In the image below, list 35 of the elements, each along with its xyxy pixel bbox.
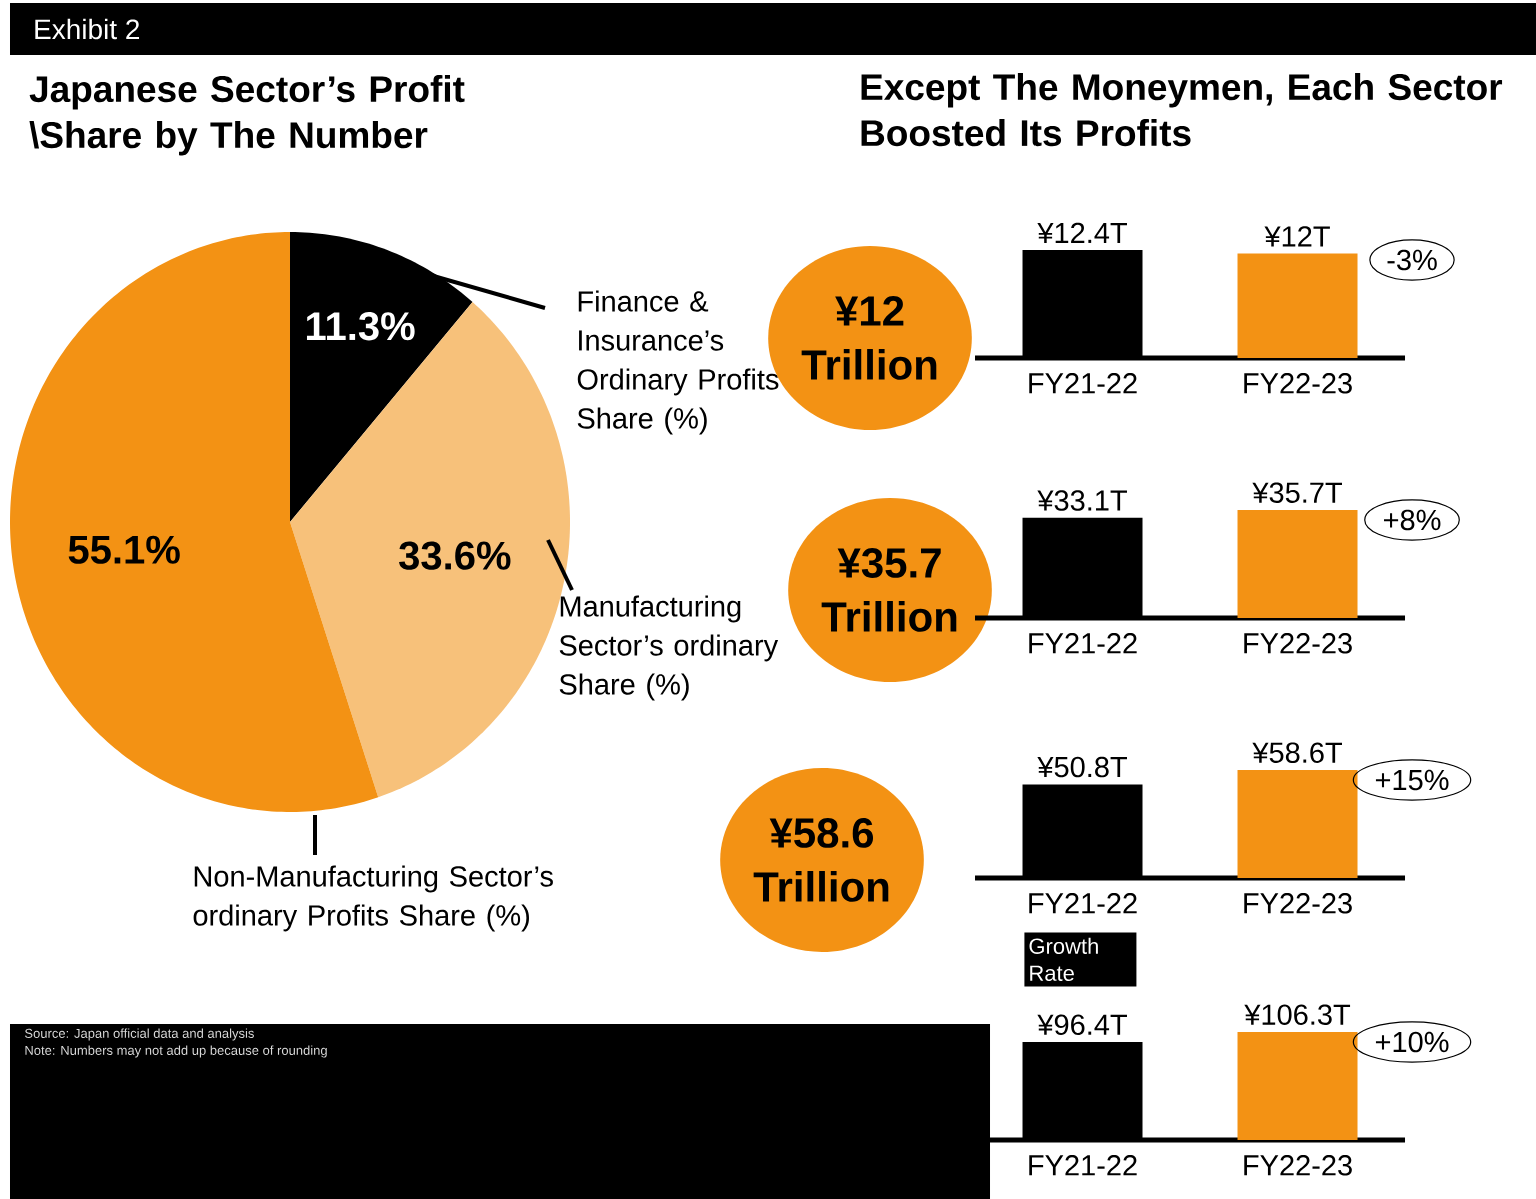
data-label: ¥33.1T bbox=[1037, 490, 1127, 511]
text: ¥12 Trillion bbox=[801, 296, 937, 380]
text: Growth Rate bbox=[1029, 937, 1098, 981]
data-label: 33.6% bbox=[399, 541, 511, 570]
data-label: 11.3% bbox=[306, 312, 415, 341]
text: ¥35.7 Trillion bbox=[821, 548, 957, 632]
data-label: ¥50.8T bbox=[1037, 756, 1127, 778]
annotation: +8% bbox=[1384, 509, 1441, 531]
data-label: 55.1% bbox=[68, 535, 180, 564]
source-note: Source: Japan official data and analysis bbox=[25, 1028, 254, 1041]
x-tick-label: FY22-23 bbox=[1244, 893, 1352, 914]
x-tick-label: FY21-22 bbox=[1029, 893, 1137, 914]
x-tick-label: FY22-23 bbox=[1244, 633, 1352, 654]
x-tick-label: FY22-23 bbox=[1244, 1155, 1352, 1176]
x-tick-label: FY21-22 bbox=[1029, 373, 1137, 394]
slice-label: Manufacturing Sector’s ordinary Share (%) bbox=[559, 595, 779, 701]
text: ¥58.6 Trillion bbox=[753, 818, 889, 902]
data-label: ¥12T bbox=[1264, 226, 1330, 247]
x-tick-label: FY21-22 bbox=[1029, 1155, 1137, 1176]
text: Exhibit 2 bbox=[35, 18, 140, 40]
data-label: ¥106.3T bbox=[1244, 1004, 1351, 1025]
data-label: ¥96.4T bbox=[1037, 1014, 1127, 1035]
slice-label: Finance & Insurance’s Ordinary Profits Share (%) bbox=[577, 290, 779, 435]
annotation: +15% bbox=[1375, 769, 1449, 791]
x-tick-label: FY21-22 bbox=[1029, 633, 1137, 654]
data-label: ¥12.4T bbox=[1037, 222, 1127, 243]
annotation: -3% bbox=[1387, 249, 1437, 271]
slice-label: Non-Manufacturing Sector’s ordinary Profits Share (%) bbox=[193, 865, 553, 932]
x-tick-label: FY22-23 bbox=[1244, 373, 1352, 394]
chart-title: Except The Moneymen, Each Sector Boosted Its Profits bbox=[861, 73, 1503, 147]
chart-title: Japanese Sector’s Profit \Share by The Number bbox=[29, 75, 465, 156]
text: Note: Numbers may not add up because of rounding bbox=[25, 1045, 327, 1058]
annotation: +10% bbox=[1375, 1031, 1449, 1053]
data-label: ¥35.7T bbox=[1252, 482, 1342, 503]
data-label: ¥58.6T bbox=[1252, 742, 1342, 763]
